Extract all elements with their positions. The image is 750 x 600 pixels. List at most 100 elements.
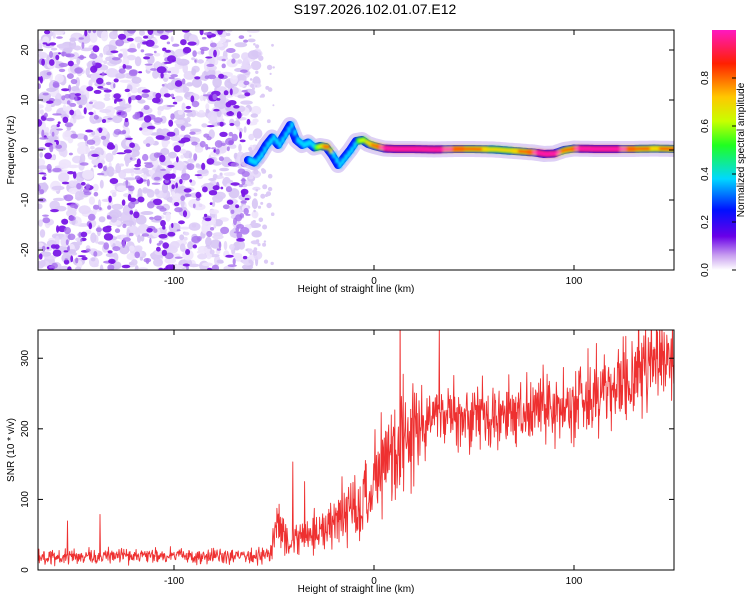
- noise-speckle: [155, 92, 162, 99]
- ridge-segment: [275, 138, 279, 145]
- noise-speckle: [42, 92, 49, 96]
- noise-speckle: [201, 162, 206, 170]
- noise-speckle: [171, 223, 174, 228]
- noise-speckle: [68, 152, 73, 156]
- ridge-segment: [278, 141, 282, 149]
- ridge-segment: [299, 139, 303, 146]
- noise-speckle: [69, 109, 75, 116]
- noise-speckle: [170, 113, 175, 120]
- noise-speckle: [249, 78, 253, 81]
- noise-speckle: [79, 162, 89, 166]
- noise-speckle: [125, 179, 129, 187]
- noise-speckle: [194, 146, 204, 153]
- noise-speckle: [225, 137, 235, 146]
- noise-speckle: [252, 118, 259, 124]
- noise-speckle: [215, 98, 221, 101]
- noise-speckle: [220, 226, 230, 235]
- noise-speckle: [201, 220, 214, 225]
- noise-speckle: [180, 195, 186, 201]
- noise-speckle: [180, 154, 185, 159]
- ridge-core: [461, 147, 465, 151]
- noise-speckle: [250, 260, 254, 265]
- noise-speckle: [252, 87, 255, 91]
- noise-speckle: [68, 215, 76, 221]
- noise-speckle: [55, 54, 60, 61]
- noise-speckle: [218, 156, 224, 162]
- ridge-core: [614, 147, 618, 151]
- noise-speckle: [199, 30, 204, 36]
- noise-speckle: [97, 201, 102, 205]
- noise-speckle: [160, 220, 166, 227]
- x-tick-label: 0: [371, 576, 377, 587]
- noise-speckle: [235, 116, 247, 121]
- noise-speckle: [250, 181, 253, 184]
- ridge-core: [629, 147, 633, 151]
- ridge-segment: [281, 136, 285, 144]
- noise-speckle: [235, 204, 240, 209]
- noise-speckle: [128, 96, 132, 104]
- noise-speckle: [270, 261, 274, 266]
- noise-speckle: [108, 31, 119, 40]
- noise-speckle: [75, 257, 79, 264]
- noise-speckle: [198, 203, 203, 207]
- noise-speckle: [198, 109, 205, 114]
- ridge-core: [611, 147, 615, 151]
- noise-speckle: [230, 162, 239, 167]
- noise-speckle: [139, 127, 143, 131]
- noise-speckle: [67, 266, 72, 270]
- ridge-core: [632, 147, 636, 151]
- ridge-core: [458, 147, 462, 151]
- noise-speckle: [110, 50, 119, 54]
- noise-speckle: [38, 253, 43, 260]
- ridge-core: [479, 147, 483, 151]
- noise-speckle: [206, 125, 215, 128]
- noise-speckle: [214, 43, 224, 48]
- ridge-core: [668, 147, 672, 151]
- noise-speckle: [212, 173, 218, 179]
- noise-speckle: [207, 161, 211, 164]
- noise-speckle: [111, 192, 117, 198]
- noise-speckle: [170, 135, 181, 142]
- noise-speckle: [271, 43, 274, 47]
- noise-speckle: [146, 228, 153, 233]
- ridge-core: [446, 147, 450, 151]
- noise-speckle: [88, 213, 96, 221]
- ridge-core: [635, 147, 639, 151]
- noise-speckle: [81, 42, 85, 49]
- noise-speckle: [160, 148, 170, 156]
- ridge-core: [494, 147, 498, 152]
- noise-speckle: [233, 105, 240, 109]
- noise-speckle: [239, 131, 242, 139]
- noise-speckle: [220, 37, 227, 43]
- noise-speckle: [171, 191, 176, 196]
- noise-speckle: [217, 30, 223, 35]
- noise-speckle: [194, 59, 197, 63]
- noise-speckle: [180, 39, 187, 46]
- noise-speckle: [89, 53, 98, 60]
- noise-speckle: [136, 42, 141, 49]
- snr-ticks: -100 0 100 0 100 200 300: [20, 330, 674, 587]
- noise-speckle: [238, 240, 246, 250]
- noise-speckle: [127, 30, 136, 34]
- ridge-core: [371, 143, 375, 147]
- noise-speckle: [248, 175, 254, 180]
- noise-speckle: [113, 93, 121, 99]
- noise-speckle: [185, 105, 192, 110]
- noise-speckle: [191, 77, 203, 88]
- noise-speckle: [126, 54, 137, 61]
- ridge-core: [647, 147, 651, 151]
- noise-speckle: [244, 197, 250, 201]
- ridge-core: [413, 147, 417, 151]
- ridge-segment: [302, 141, 306, 149]
- noise-speckle: [269, 72, 272, 75]
- noise-speckle: [182, 82, 187, 93]
- noise-speckle: [90, 232, 97, 244]
- noise-speckle: [122, 64, 127, 69]
- noise-speckle: [179, 148, 187, 154]
- noise-speckle: [176, 229, 181, 232]
- noise-speckle: [230, 209, 235, 214]
- noise-speckle: [55, 144, 62, 149]
- noise-speckle: [239, 139, 246, 143]
- colorbar-tick-label: 0.0: [700, 263, 711, 277]
- noise-speckle: [72, 52, 79, 60]
